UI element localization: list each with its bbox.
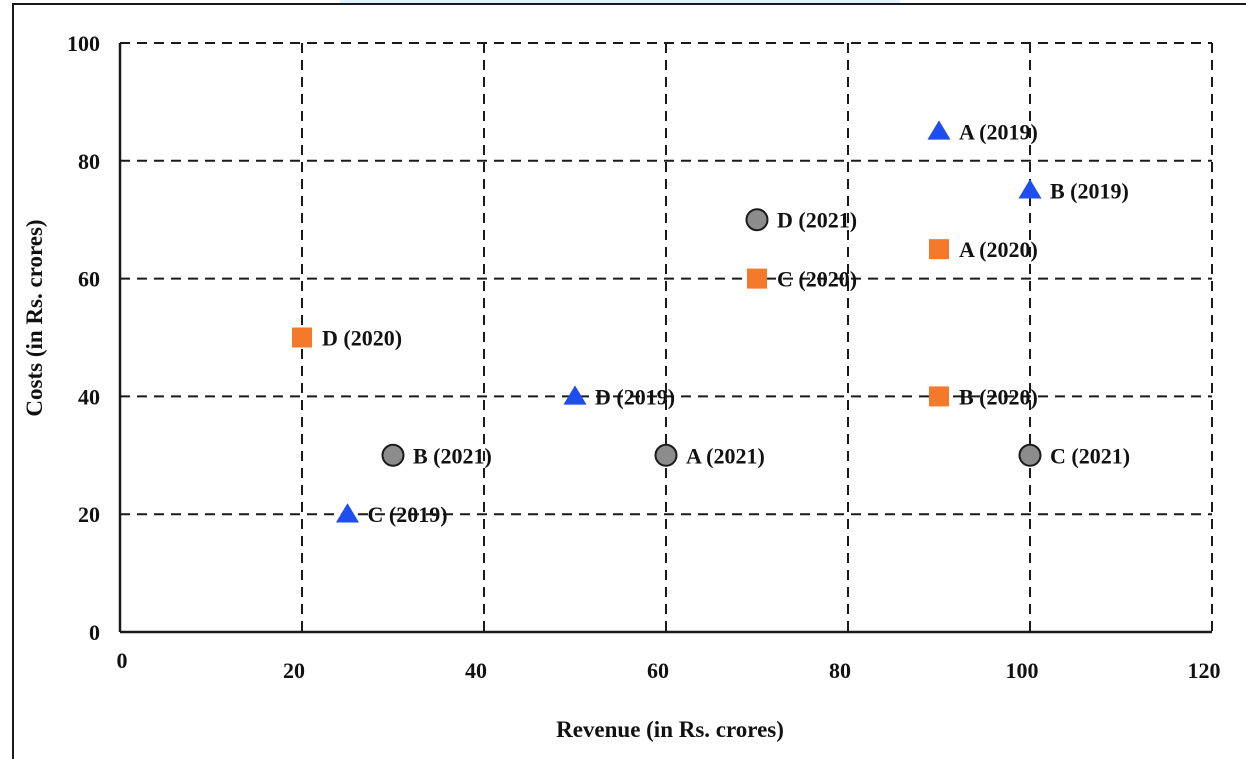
point-marker-d-2020 [292,327,312,348]
point-label-d-2021: D (2021) [777,208,857,233]
y-tick-label-100: 100 [67,31,100,56]
tick-label-layer: 0 20 40 60 80 100 0 20 40 60 80 100 120 [67,31,1221,683]
point-label-a-2019: A (2019) [959,119,1038,144]
point-label-c-2019: C (2019) [368,502,448,527]
frame-border-top [12,3,1246,5]
point-marker-c-2019 [335,503,360,523]
y-tick-label-20: 20 [78,502,100,527]
y-tick-label-40: 40 [78,384,100,409]
x-tick-label-60: 60 [647,658,669,683]
point-label-b-2021: B (2021) [413,443,492,468]
frame-border-left [12,3,14,759]
point-label-c-2021: C (2021) [1050,443,1130,468]
x-tick-label-0: 0 [117,648,128,673]
point-marker-c-2021 [1018,443,1042,467]
x-tick-label-20: 20 [283,658,305,683]
point-label-c-2020: C (2020) [777,267,857,292]
y-axis-title: Costs (in Rs. crores) [22,219,47,416]
point-marker-d-2019 [563,385,587,405]
grid-layer [120,42,1213,632]
point-marker-b-2020 [929,386,949,407]
point-marker-b-2019 [1018,179,1042,199]
point-marker-b-2021 [381,443,405,467]
x-tick-label-100: 100 [1006,658,1039,683]
x-tick-label-120: 120 [1188,658,1221,683]
top-strip [340,0,900,4]
point-label-b-2020: B (2020) [959,384,1038,409]
point-label-a-2021: A (2021) [686,443,765,468]
point-marker-a-2019 [927,120,951,140]
y-tick-label-0: 0 [89,620,100,645]
x-axis-title: Revenue (in Rs. crores) [556,717,784,742]
point-label-b-2019: B (2019) [1050,178,1129,203]
data-point-layer: A (2019) B (2019) C (2019) D (2019) A (2020)… [292,119,1130,527]
point-label-d-2019: D (2019) [595,384,675,409]
point-label-d-2020: D (2020) [322,326,402,351]
point-label-a-2020: A (2020) [959,237,1038,262]
y-tick-label-60: 60 [78,267,100,292]
y-tick-label-80: 80 [78,149,100,174]
point-marker-d-2021 [745,208,769,232]
axis-layer [118,43,1212,634]
point-marker-c-2020 [747,268,767,289]
point-marker-a-2020 [929,239,949,260]
x-tick-label-40: 40 [465,658,487,683]
point-marker-a-2021 [654,443,678,467]
x-tick-label-80: 80 [829,658,851,683]
